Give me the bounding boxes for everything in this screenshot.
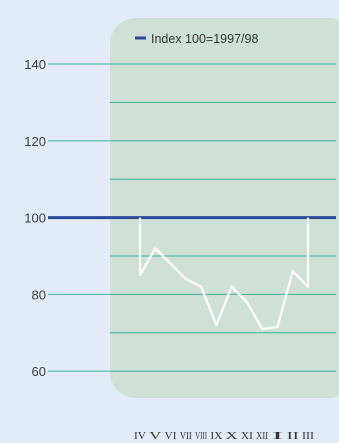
x-tick-label: IV bbox=[134, 430, 146, 442]
legend: Index 100=1997/98 bbox=[135, 32, 258, 46]
x-tick-label: VII bbox=[180, 430, 192, 442]
y-axis-ticks: 60 80 100 120 140 bbox=[24, 57, 46, 379]
x-tick-label: X bbox=[226, 430, 238, 442]
x-tick-label: V bbox=[149, 430, 161, 442]
x-tick-label: VI bbox=[165, 430, 177, 442]
x-tick-label: VIII bbox=[195, 430, 207, 442]
y-tick-label: 120 bbox=[24, 134, 46, 149]
x-tick-label: II bbox=[287, 430, 300, 442]
x-tick-label: IX bbox=[210, 430, 222, 442]
legend-label-baseline: Index 100=1997/98 bbox=[151, 32, 258, 46]
series-line bbox=[138, 217, 310, 331]
x-tick-label: XI bbox=[241, 430, 253, 442]
plot-panel bbox=[110, 18, 339, 398]
y-tick-label: 80 bbox=[32, 287, 46, 302]
y-tick-label: 100 bbox=[24, 211, 46, 226]
x-tick-label: XII bbox=[256, 430, 268, 442]
x-axis-ticks: IV V VI VII VIII IX X XI XII I II III bbox=[134, 430, 314, 442]
x-tick-label: III bbox=[302, 430, 314, 442]
y-tick-label: 60 bbox=[32, 364, 46, 379]
gridlines bbox=[48, 63, 336, 372]
x-tick-label: I bbox=[271, 430, 284, 442]
y-tick-label: 140 bbox=[24, 57, 46, 72]
